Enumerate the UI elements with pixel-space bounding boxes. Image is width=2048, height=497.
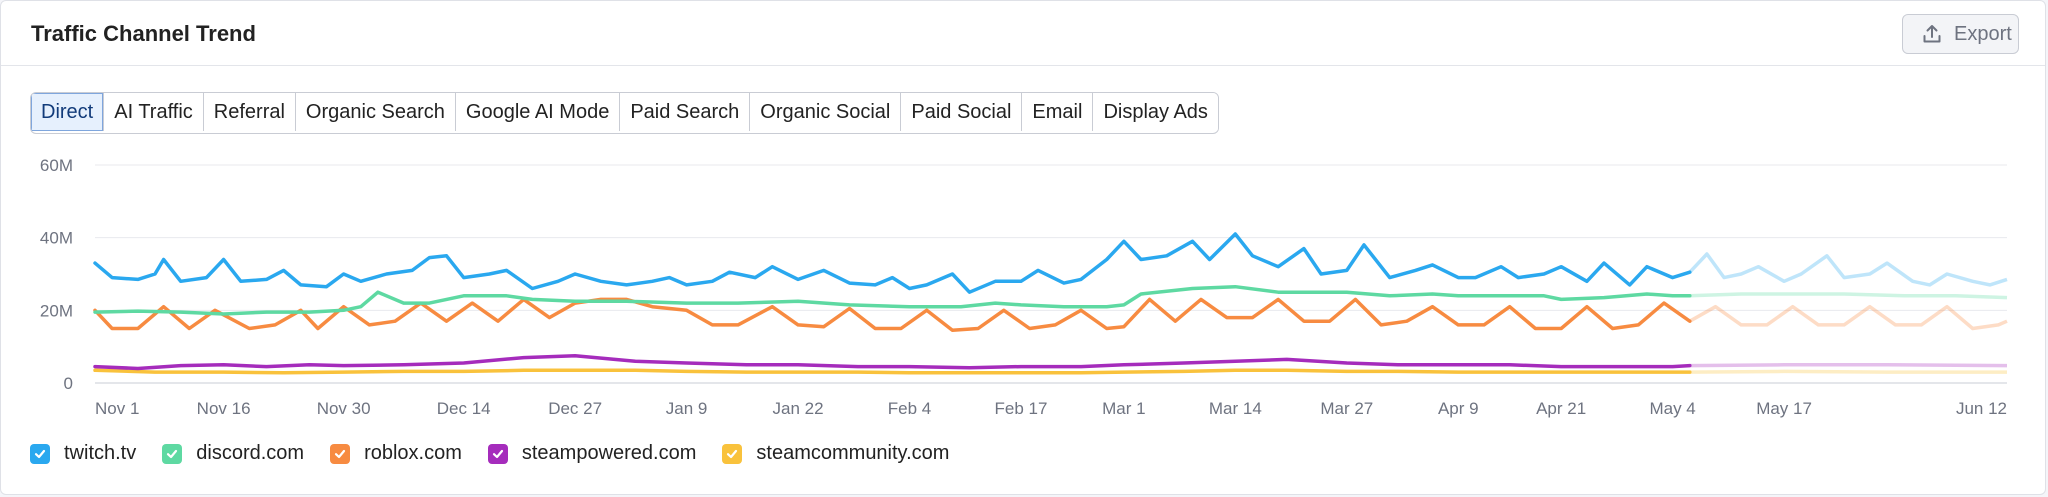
card-header: Traffic Channel Trend Export <box>1 1 2045 66</box>
series-projection-line <box>1689 363 2008 368</box>
y-tick-label: 40M <box>40 229 73 248</box>
x-tick-label: Mar 27 <box>1320 399 1373 418</box>
series-projection-line <box>1688 252 2008 287</box>
legend-label: steamcommunity.com <box>756 442 950 464</box>
x-tick-label: Mar 14 <box>1209 399 1262 418</box>
x-tick-label: Feb 4 <box>888 399 931 418</box>
legend-item-steampowered[interactable]: steampowered.com <box>487 442 697 465</box>
y-tick-label: 20M <box>40 301 73 320</box>
tab-display-ads[interactable]: Display Ads <box>1092 93 1218 131</box>
series-line <box>93 297 1692 333</box>
y-tick-label: 0 <box>64 374 73 393</box>
tab-organic-social[interactable]: Organic Social <box>749 93 901 131</box>
check-icon[interactable] <box>487 443 508 464</box>
tab-direct[interactable]: Direct <box>31 93 104 131</box>
legend-item-roblox[interactable]: roblox.com <box>330 442 462 465</box>
traffic-line-chart: 0 20M 40M 60M Nov 1 Nov 16 Nov 30 Dec 14 Dec 27 J… <box>40 156 2008 418</box>
series-line <box>93 284 1692 316</box>
legend-item-discord[interactable]: discord.com <box>162 442 304 465</box>
legend-label: roblox.com <box>364 442 462 464</box>
check-icon[interactable] <box>330 443 351 464</box>
series-line <box>93 354 1692 371</box>
series-projection-line <box>1689 369 2007 374</box>
series-projection-line <box>1688 304 2008 331</box>
x-tick-label: May 17 <box>1756 399 1812 418</box>
x-tick-label: Apr 9 <box>1438 399 1479 418</box>
y-tick-label: 60M <box>40 156 73 175</box>
x-tick-label: Jun 12 <box>1956 399 2007 418</box>
x-tick-label: Nov 1 <box>95 399 139 418</box>
legend-label: twitch.tv <box>64 442 137 464</box>
check-icon[interactable] <box>162 443 183 464</box>
x-tick-label: Mar 1 <box>1102 399 1145 418</box>
legend-label: steampowered.com <box>521 442 697 464</box>
x-tick-label: Feb 17 <box>995 399 1048 418</box>
x-tick-label: Jan 9 <box>666 399 708 418</box>
x-tick-label: Dec 14 <box>437 399 491 418</box>
x-tick-label: May 4 <box>1649 399 1695 418</box>
series-line <box>93 232 1692 294</box>
x-tick-label: Apr 21 <box>1536 399 1586 418</box>
series-projection-line <box>1689 292 2008 300</box>
tab-ai-traffic[interactable]: AI Traffic <box>103 93 203 131</box>
tab-organic-search[interactable]: Organic Search <box>294 93 455 131</box>
tab-paid-social[interactable]: Paid Social <box>900 93 1022 131</box>
check-icon[interactable] <box>722 443 743 464</box>
legend-item-steamcommunity[interactable]: steamcommunity.com <box>722 442 949 465</box>
x-tick-label: Jan 22 <box>773 399 824 418</box>
tab-email[interactable]: Email <box>1021 93 1093 131</box>
export-button[interactable]: Export <box>1902 14 2019 54</box>
tab-google-ai-mode[interactable]: Google AI Mode <box>454 93 620 131</box>
tab-referral[interactable]: Referral <box>202 93 295 131</box>
x-tick-label: Nov 16 <box>197 399 251 418</box>
series-line <box>93 368 1692 375</box>
legend-item-twitch[interactable]: twitch.tv <box>30 442 136 465</box>
export-label: Export <box>1954 22 2012 45</box>
x-tick-label: Nov 30 <box>317 399 371 418</box>
x-tick-label: Dec 27 <box>548 399 602 418</box>
check-icon[interactable] <box>30 443 50 464</box>
tab-paid-search[interactable]: Paid Search <box>619 93 750 131</box>
card-title: Traffic Channel Trend <box>31 21 256 46</box>
legend-label: discord.com <box>196 442 305 464</box>
chart-legend: twitch.tv discord.com roblox.com steampo… <box>30 442 975 465</box>
export-icon <box>1922 24 1942 44</box>
channel-tabs: Direct AI Traffic Referral Organic Searc… <box>30 92 1219 134</box>
